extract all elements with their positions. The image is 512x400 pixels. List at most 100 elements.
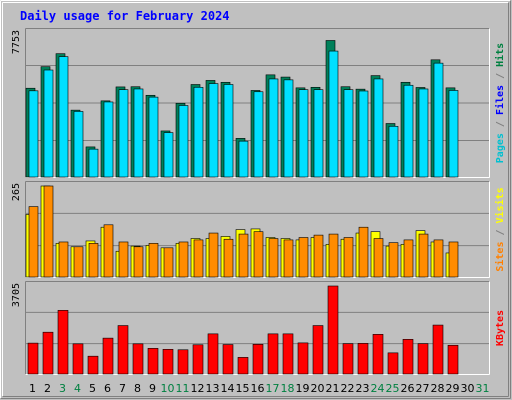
- kbytes-bar-kbytes-day-8: [132, 343, 144, 375]
- visits-sites-bar-sites-day-14: [223, 238, 234, 278]
- day-label-11: 11: [176, 382, 190, 395]
- hits-files-pages-bar-files-day-6: [103, 101, 114, 178]
- hits-files-pages-bar-files-day-23: [358, 90, 369, 178]
- side-label-part: /: [495, 67, 506, 85]
- kbytes-bar-kbytes-day-28: [432, 324, 444, 375]
- kbytes-bar-kbytes-day-25: [387, 352, 399, 375]
- kbytes-bar-kbytes-day-27: [417, 343, 429, 375]
- day-label-23: 23: [356, 382, 370, 395]
- day-label-28: 28: [431, 382, 445, 395]
- kbytes-bar-kbytes-day-14: [222, 344, 234, 375]
- hits-files-pages-bar-files-day-3: [58, 56, 69, 178]
- hits-files-pages-bar-files-day-4: [73, 111, 84, 178]
- day-label-2: 2: [44, 382, 51, 395]
- kbytes-bar-kbytes-day-2: [42, 331, 54, 375]
- kbytes-bar-kbytes-day-15: [237, 357, 249, 375]
- day-label-6: 6: [104, 382, 111, 395]
- kbytes-bar-kbytes-day-1: [27, 342, 39, 375]
- day-label-14: 14: [221, 382, 235, 395]
- visits-sites-bar-sites-day-6: [103, 224, 114, 278]
- visits-sites-bar-sites-day-11: [178, 241, 189, 278]
- kbytes-bar-kbytes-day-21: [327, 285, 339, 375]
- kbytes-bar-kbytes-day-9: [147, 348, 159, 375]
- kbytes-bar-kbytes-day-12: [192, 344, 204, 375]
- day-label-20: 20: [311, 382, 325, 395]
- side-label-part: /: [495, 223, 506, 241]
- day-label-18: 18: [281, 382, 295, 395]
- visits-sites-bar-sites-day-27: [418, 233, 429, 278]
- kbytes-bar-kbytes-day-11: [177, 349, 189, 375]
- visits-sites-bar-sites-day-19: [298, 237, 309, 278]
- hits-files-pages-bar-files-day-10: [163, 132, 174, 178]
- kbytes-bar-kbytes-day-7: [117, 325, 129, 375]
- day-label-21: 21: [326, 382, 340, 395]
- hits-files-pages-bar-files-day-7: [118, 89, 129, 178]
- hits-files-pages-bar-files-day-21: [328, 50, 339, 178]
- kbytes-bar-kbytes-day-24: [372, 334, 384, 375]
- day-label-1: 1: [29, 382, 36, 395]
- hits-files-pages-bar-files-day-5: [88, 148, 99, 178]
- kbytes-bar-kbytes-day-26: [402, 339, 414, 375]
- day-label-3: 3: [59, 382, 66, 395]
- kbytes-bar-kbytes-day-10: [162, 348, 174, 375]
- day-label-7: 7: [119, 382, 126, 395]
- kbytes-bar-kbytes-day-5: [87, 355, 99, 375]
- visits-sites-bar-sites-day-15: [238, 233, 249, 278]
- hits-files-pages-side-label: Pages / Files / Hits: [494, 43, 506, 163]
- day-label-5: 5: [89, 382, 96, 395]
- side-label-part: Pages: [495, 133, 506, 163]
- day-label-17: 17: [266, 382, 280, 395]
- day-label-12: 12: [191, 382, 205, 395]
- hits-files-pages-bar-files-day-25: [388, 125, 399, 178]
- chart-title: Daily usage for February 2024: [20, 9, 230, 23]
- visits-sites-bar-sites-day-9: [148, 243, 159, 278]
- day-label-31: 31: [476, 382, 490, 395]
- visits-sites-bar-sites-day-12: [193, 239, 204, 278]
- visits-sites-bar-sites-day-24: [373, 238, 384, 278]
- kbytes-bar-kbytes-day-6: [102, 337, 114, 375]
- day-label-24: 24: [371, 382, 385, 395]
- kbytes-bar-kbytes-day-4: [72, 343, 84, 375]
- visits-sites-bar-sites-day-5: [88, 243, 99, 278]
- hits-files-pages-bar-files-day-19: [298, 89, 309, 178]
- visits-sites-bar-sites-day-23: [358, 226, 369, 278]
- day-label-26: 26: [401, 382, 415, 395]
- day-label-16: 16: [251, 382, 265, 395]
- visits-sites-bar-sites-day-2: [43, 185, 54, 278]
- visits-sites-bar-sites-day-26: [403, 239, 414, 278]
- visits-sites-bar-sites-day-4: [73, 246, 84, 278]
- visits-sites-max-tick-label: 265: [11, 183, 22, 201]
- day-label-10: 10: [161, 382, 175, 395]
- side-label-part: Hits: [494, 43, 506, 67]
- visits-sites-bar-sites-day-8: [133, 246, 144, 278]
- visits-sites-bar-sites-day-22: [343, 237, 354, 278]
- kbytes-bar-kbytes-day-16: [252, 344, 264, 375]
- kbytes-bar-kbytes-day-29: [447, 344, 459, 375]
- day-label-27: 27: [416, 382, 430, 395]
- visits-sites-bar-sites-day-3: [58, 241, 69, 278]
- kbytes-bar-kbytes-day-17: [267, 333, 279, 375]
- visits-sites-bar-sites-day-29: [448, 241, 459, 278]
- day-label-25: 25: [386, 382, 400, 395]
- hits-files-pages-bar-files-day-2: [43, 69, 54, 178]
- visits-sites-bar-sites-day-17: [268, 238, 279, 278]
- day-label-13: 13: [206, 382, 220, 395]
- visits-sites-bar-sites-day-18: [283, 239, 294, 278]
- visits-sites-bar-sites-day-13: [208, 232, 219, 278]
- visits-sites-bar-sites-day-21: [328, 233, 339, 278]
- hits-files-pages-bar-files-day-11: [178, 105, 189, 178]
- side-label-part: Files: [494, 85, 506, 115]
- visits-sites-bar-sites-day-25: [388, 242, 399, 278]
- hits-files-pages-bar-files-day-1: [28, 90, 39, 178]
- day-label-15: 15: [236, 382, 250, 395]
- day-label-29: 29: [446, 382, 460, 395]
- kbytes-bar-kbytes-day-22: [342, 343, 354, 375]
- hits-files-pages-bar-files-day-24: [373, 78, 384, 178]
- day-label-4: 4: [74, 382, 81, 395]
- visits-sites-bar-sites-day-28: [433, 239, 444, 278]
- hits-files-pages-bar-files-day-26: [403, 84, 414, 178]
- hits-files-pages-bar-files-day-22: [343, 89, 354, 178]
- hits-files-pages-bar-files-day-17: [268, 78, 279, 178]
